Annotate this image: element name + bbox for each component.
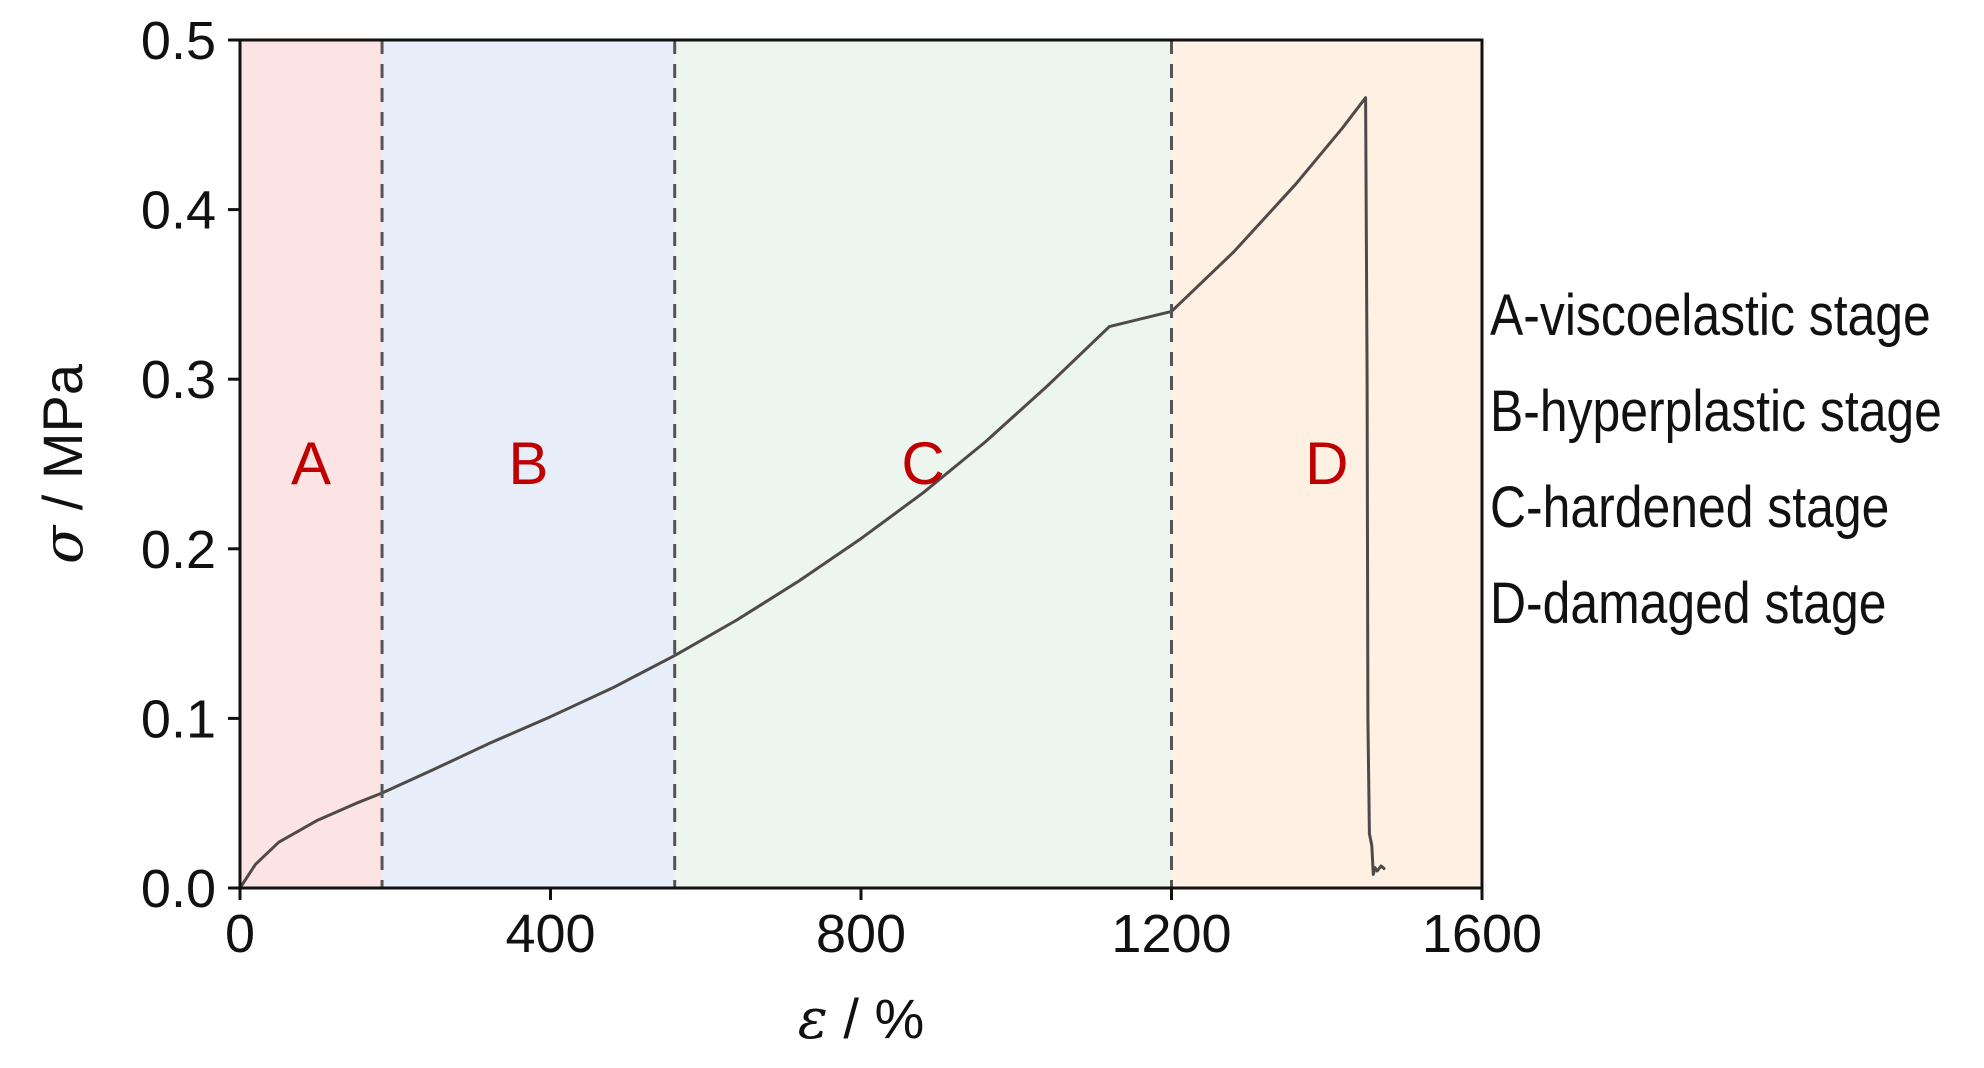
stage-boundaries [380, 40, 1173, 888]
y-tick-label: 0.4 [141, 181, 216, 241]
stage-label-b: B [508, 430, 548, 497]
y-axis-label: σ / MPa [31, 363, 96, 564]
legend-item-c: C-hardened stage [1490, 475, 1890, 540]
x-tick-label: 800 [816, 904, 906, 964]
x-axis-label: ε / % [798, 987, 925, 1052]
y-tick-label: 0.2 [141, 520, 216, 580]
y-axis-symbol: σ [31, 524, 96, 564]
stage-region-d [1171, 40, 1482, 888]
y-tick-label: 0.1 [141, 689, 216, 749]
curve-layer [238, 96, 1386, 889]
stage-labels: A B C D [291, 430, 1348, 497]
stress-strain-curve [238, 96, 1386, 889]
legend-item-b: B-hyperplastic stage [1490, 379, 1942, 444]
legend-item-a: A-viscoelastic stage [1490, 283, 1931, 348]
axes: 0 400 800 1200 1600 0.0 0.1 0.2 0.3 0.4 0.5 [141, 11, 1542, 964]
x-axis-unit: / % [828, 987, 924, 1050]
stage-regions [240, 40, 1482, 888]
stage-label-a: A [291, 430, 331, 497]
stage-region-c [674, 40, 1172, 888]
stage-region-a [240, 40, 383, 888]
legend-item-d: D-damaged stage [1490, 571, 1887, 636]
x-tick-label: 1600 [1422, 904, 1542, 964]
y-tick-label: 0.5 [141, 11, 216, 71]
x-tick-label: 1200 [1111, 904, 1231, 964]
stage-region-b [382, 40, 675, 888]
stage-label-d: D [1305, 430, 1348, 497]
x-axis-symbol: ε [798, 987, 828, 1052]
x-tick-label: 0 [225, 904, 255, 964]
y-tick-label: 0.0 [141, 859, 216, 919]
y-tick-label: 0.3 [141, 350, 216, 410]
stage-label-c: C [901, 430, 944, 497]
x-tick-label: 400 [505, 904, 595, 964]
y-axis-unit: / MPa [31, 363, 94, 526]
